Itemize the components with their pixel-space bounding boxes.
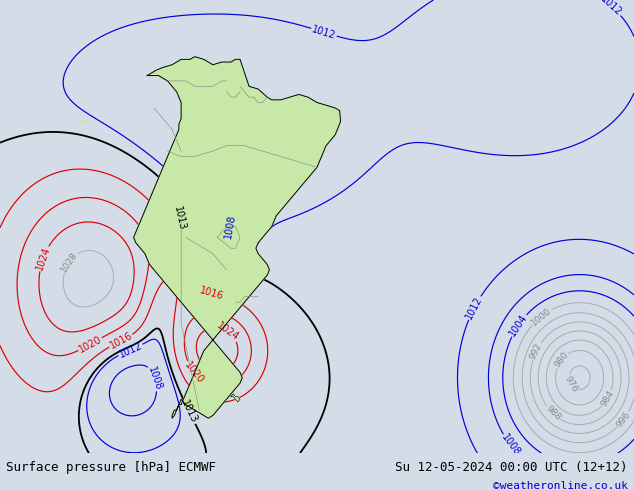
Text: 1004: 1004 bbox=[507, 312, 529, 338]
Text: 1000: 1000 bbox=[529, 306, 553, 327]
Text: 1016: 1016 bbox=[108, 331, 134, 351]
Text: 980: 980 bbox=[552, 350, 570, 369]
Text: 1013: 1013 bbox=[172, 205, 186, 231]
Text: 1008: 1008 bbox=[223, 213, 237, 239]
Text: 1013: 1013 bbox=[179, 399, 199, 425]
Text: Surface pressure [hPa] ECMWF: Surface pressure [hPa] ECMWF bbox=[6, 462, 216, 474]
Text: 1024: 1024 bbox=[215, 320, 241, 343]
Polygon shape bbox=[82, 120, 86, 123]
Text: 1012: 1012 bbox=[598, 0, 624, 18]
Text: 1020: 1020 bbox=[77, 334, 103, 354]
Text: 1008: 1008 bbox=[500, 433, 522, 458]
Text: 996: 996 bbox=[615, 410, 633, 429]
Text: 1012: 1012 bbox=[117, 340, 144, 360]
Polygon shape bbox=[231, 394, 240, 402]
Polygon shape bbox=[134, 57, 340, 418]
Text: Su 12-05-2024 00:00 UTC (12+12): Su 12-05-2024 00:00 UTC (12+12) bbox=[395, 462, 628, 474]
Text: 1016: 1016 bbox=[198, 285, 225, 301]
Text: 992: 992 bbox=[528, 342, 544, 361]
Text: 1024: 1024 bbox=[34, 245, 52, 272]
Text: ©weatheronline.co.uk: ©weatheronline.co.uk bbox=[493, 481, 628, 490]
Text: 984: 984 bbox=[599, 389, 616, 408]
Text: 988: 988 bbox=[543, 404, 562, 423]
Text: 1012: 1012 bbox=[464, 294, 484, 321]
Text: 976: 976 bbox=[562, 374, 579, 393]
Text: 1028: 1028 bbox=[59, 250, 79, 274]
Text: 1020: 1020 bbox=[183, 360, 206, 385]
Text: 1012: 1012 bbox=[311, 24, 337, 41]
Text: 1008: 1008 bbox=[146, 365, 164, 392]
